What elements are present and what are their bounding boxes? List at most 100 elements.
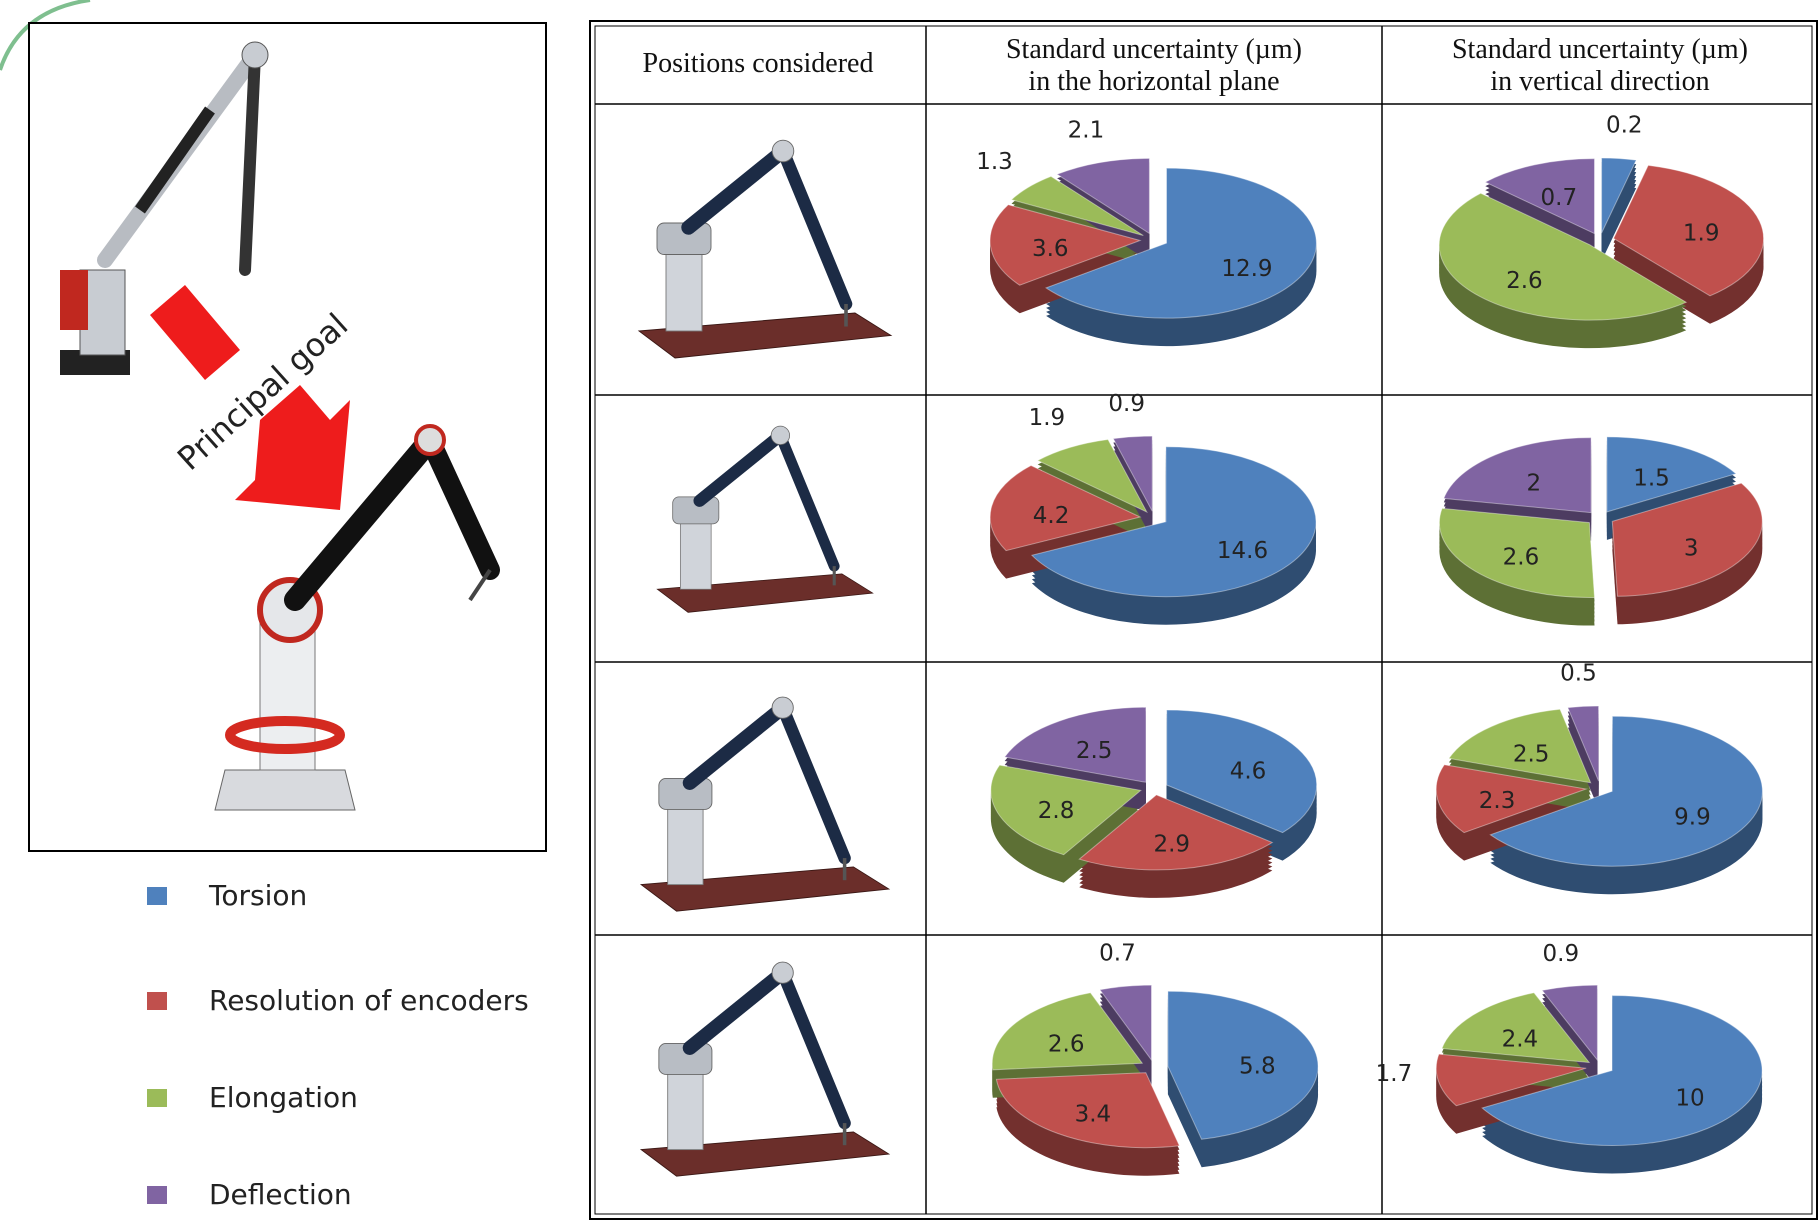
table-border-inner (594, 25, 1813, 1215)
pie-chart: 5.8 3.4 2.6 0.7 (991, 941, 1319, 1176)
legend: Torsion Resolution of encoders Elongation D… (147, 879, 529, 1211)
arm-position-4 (641, 962, 889, 1176)
slice-label: 2.9 (1153, 832, 1190, 858)
pie-slice (1003, 706, 1147, 783)
slice-label: 1.3 (976, 149, 1013, 175)
slice-label: 2 (1526, 470, 1541, 496)
pie-labels: 4.6 2.9 2.8 2.5 (1038, 738, 1267, 858)
column-header: Standard uncertainty (µm) (1452, 34, 1748, 65)
pie-slice (1056, 157, 1150, 235)
slice-label: 0.5 (1560, 661, 1597, 687)
legend-swatch (147, 887, 167, 905)
pie-tops (1438, 157, 1765, 321)
legend-label: Resolution of encoders (209, 984, 529, 1017)
arm-position-3 (641, 697, 889, 911)
slice-label: 1.5 (1633, 465, 1670, 491)
pie-slice (1448, 708, 1592, 784)
slice-label: 3.4 (1075, 1102, 1112, 1128)
pie-slice (1489, 715, 1763, 867)
pie-slice (991, 992, 1144, 1071)
slice-label: 1.7 (1376, 1061, 1413, 1087)
column-header: Positions considered (643, 48, 874, 79)
slice-label: 2.5 (1076, 738, 1113, 764)
pie-chart: 1.5 3 2.6 2 (1438, 436, 1763, 626)
pie-slice (1045, 167, 1317, 319)
pie-tops (1435, 705, 1763, 867)
pie-slice (1036, 438, 1148, 514)
pie-chart: 12.9 3.6 1.3 2.1 (976, 118, 1317, 347)
legend-label: Deflection (209, 1178, 352, 1211)
pie-slice (1484, 158, 1595, 235)
slice-label: 0.9 (1543, 941, 1580, 967)
column-header: in vertical direction (1490, 66, 1709, 97)
slice-label: 2.8 (1038, 798, 1075, 824)
slice-label: 2.3 (1479, 788, 1516, 814)
pie-labels: 14.6 4.2 1.9 0.9 (1029, 391, 1269, 564)
slice-label: 2.5 (1513, 742, 1550, 768)
pie-tops (989, 157, 1317, 319)
robot-old (60, 41, 269, 375)
pie-slice (989, 204, 1142, 286)
pie-slice (1438, 507, 1596, 599)
pie-slice (1443, 437, 1592, 514)
goal-arrows (150, 285, 350, 510)
pie-slice (1099, 984, 1152, 1062)
slice-label: 2.4 (1502, 1026, 1539, 1052)
pie-slice (1112, 435, 1153, 512)
pie-slice (1167, 990, 1319, 1140)
pie-slice (1030, 446, 1317, 598)
slice-label: 5.8 (1239, 1054, 1276, 1080)
slice-label: 2.6 (1048, 1032, 1085, 1058)
pie-slice (1078, 794, 1274, 871)
slice-label: 2.6 (1506, 268, 1543, 294)
pie-slice (1481, 994, 1763, 1146)
pie-tops (990, 706, 1318, 871)
legend-label: Elongation (209, 1081, 358, 1114)
column-header: in the horizontal plane (1028, 66, 1279, 97)
slice-label: 0.2 (1606, 113, 1643, 139)
pie-labels: 1.5 3 2.6 2 (1503, 465, 1699, 570)
robot-new (214, 424, 500, 811)
legend-label: Torsion (208, 879, 307, 912)
pie-tops (1438, 436, 1763, 599)
arm-position-2 (657, 426, 872, 612)
column-header: Standard uncertainty (µm) (1006, 34, 1302, 65)
pie-tops (1435, 984, 1763, 1146)
pie-slice (1438, 192, 1688, 321)
pie-slice (1611, 482, 1763, 597)
slice-label: 0.7 (1099, 941, 1136, 967)
slice-label: 1.9 (1683, 221, 1720, 247)
pie-labels: 0.2 1.9 2.6 0.7 (1506, 113, 1719, 294)
pie-slice (1612, 164, 1765, 297)
pie-chart: 0.2 1.9 2.6 0.7 (1438, 113, 1765, 349)
pie-chart: 4.6 2.9 2.8 2.5 (990, 706, 1318, 898)
pie-chart: 10 1.7 2.4 0.9 (1376, 941, 1763, 1174)
slice-label: 14.6 (1217, 538, 1268, 564)
legend-swatch (147, 1186, 167, 1204)
pie-labels: 5.8 3.4 2.6 0.7 (1048, 941, 1276, 1128)
pie-slice (990, 764, 1142, 856)
pie-slice (1541, 984, 1598, 1062)
slice-label: 0.9 (1108, 391, 1145, 417)
table-grid (595, 26, 1812, 1214)
table-border (589, 20, 1818, 1220)
slice-label: 2.6 (1503, 544, 1540, 570)
legend-swatch (147, 1089, 167, 1107)
pie-chart: 14.6 4.2 1.9 0.9 (989, 391, 1317, 625)
slice-label: 9.9 (1674, 804, 1711, 830)
slice-label: 3.6 (1032, 236, 1069, 262)
slice-label: 12.9 (1221, 256, 1272, 282)
pie-slice (995, 1072, 1181, 1149)
pie-slice (1435, 1053, 1587, 1107)
arm-position-1 (639, 140, 891, 358)
legend-swatch (147, 992, 167, 1010)
pie-tops (989, 435, 1317, 598)
pie-slice (1606, 436, 1738, 513)
pie-slice (1166, 709, 1318, 834)
slice-label: 4.2 (1033, 503, 1070, 529)
pie-labels: 10 1.7 2.4 0.9 (1376, 941, 1705, 1112)
pie-slice (1435, 764, 1589, 834)
slice-label: 10 (1675, 1086, 1704, 1112)
slice-label: 0.7 (1541, 185, 1578, 211)
